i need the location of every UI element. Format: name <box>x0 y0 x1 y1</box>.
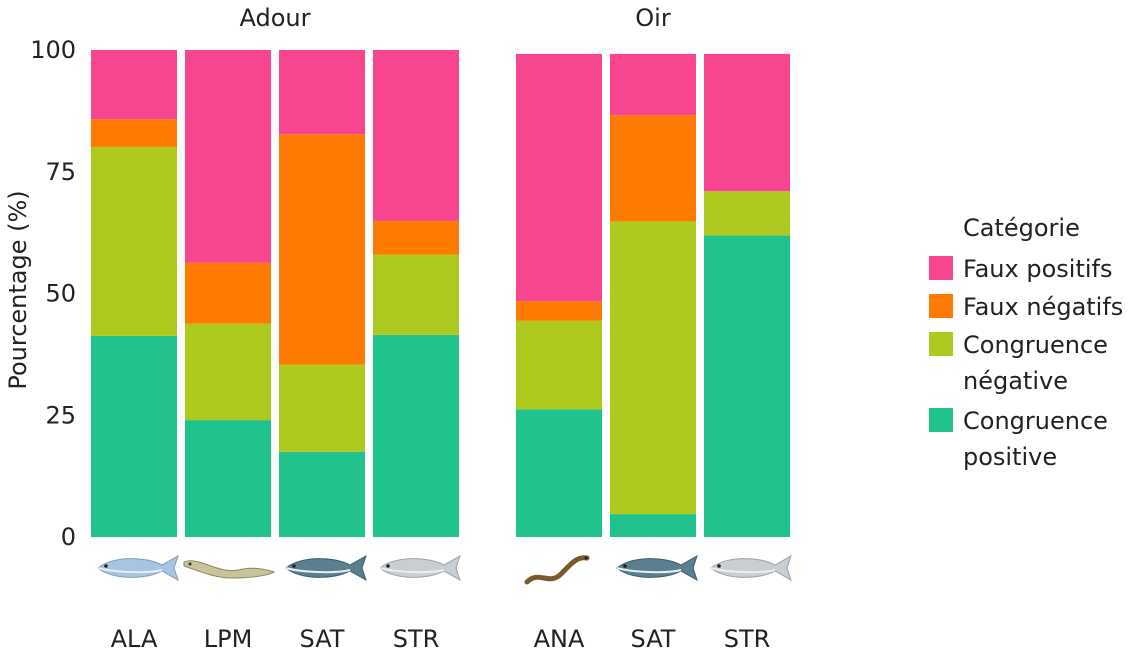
legend-label-cn: négative <box>963 367 1068 395</box>
x-tick-label: STR <box>393 625 440 651</box>
bar-segment-fp <box>704 53 790 192</box>
bar-segment-cp <box>516 409 602 537</box>
legend-swatch-fp <box>929 256 953 280</box>
legend-label-cp: Congruence <box>963 407 1108 435</box>
x-tick-label: SAT <box>300 625 345 651</box>
bar-segment-cp <box>279 451 365 537</box>
bar-segment-fp <box>373 50 459 221</box>
legend-swatch-cp <box>929 408 953 432</box>
legend-swatch-fn <box>929 294 953 318</box>
bar-segment-fp <box>279 50 365 135</box>
bar-segment-fn <box>91 119 177 147</box>
bar-segment-fn <box>516 301 602 321</box>
bar-segment-fp <box>185 50 271 263</box>
y-axis-label: Pourcentage (%) <box>4 190 32 389</box>
bar-segment-cp <box>185 420 271 537</box>
x-tick-label: ANA <box>534 625 585 651</box>
bar-segment-cp <box>373 334 459 537</box>
lamprey-icon <box>183 560 276 579</box>
eel-icon <box>524 555 590 585</box>
bar-segment-fn <box>610 115 696 222</box>
salmon-icon <box>285 554 367 582</box>
bar-segment-fp <box>91 50 177 120</box>
y-tick-label: 100 <box>30 36 76 64</box>
bar-segment-fn <box>373 220 459 255</box>
x-tick-label: LPM <box>204 625 253 651</box>
bar-segment-cn <box>279 364 365 452</box>
bar-segment-fp <box>516 53 602 302</box>
y-tick-label: 50 <box>45 280 76 308</box>
y-tick-label: 75 <box>45 158 76 186</box>
panel-title: Oir <box>635 4 671 32</box>
panel-title: Adour <box>240 4 311 32</box>
shad-fish-icon <box>97 554 179 582</box>
bar-segment-cn <box>704 191 790 236</box>
legend-label-cn: Congruence <box>963 331 1108 359</box>
bar-segment-cn <box>516 320 602 410</box>
trout-icon <box>710 554 792 582</box>
y-tick-label: 25 <box>45 401 76 429</box>
legend-title: Catégorie <box>963 214 1080 242</box>
bar-segment-cp <box>91 335 177 537</box>
legend-label-fn: Faux négatifs <box>963 293 1123 321</box>
y-tick-label: 0 <box>61 523 76 551</box>
bar-segment-fn <box>279 134 365 365</box>
bar-segment-cn <box>91 146 177 336</box>
y-axis: 0 25 50 75 100 <box>30 36 76 551</box>
bars <box>91 50 790 537</box>
bar-segment-cn <box>610 221 696 515</box>
legend-label-cp: positive <box>963 443 1057 471</box>
legend-label-fp: Faux positifs <box>963 255 1112 283</box>
legend: Catégorie Faux positifs Faux négatifs Congr… <box>929 214 1123 471</box>
x-tick-label: ALA <box>111 625 158 651</box>
trout-icon <box>379 554 461 582</box>
bar-segment-cp <box>610 514 696 537</box>
bar-segment-cn <box>373 254 459 335</box>
x-tick-label: STR <box>724 625 771 651</box>
category-labels: Adour ALA LPM SAT STR Oir ANA SAT STR <box>111 4 771 651</box>
x-tick-label: SAT <box>631 625 676 651</box>
bar-segment-fn <box>185 262 271 324</box>
bar-segment-cn <box>185 323 271 421</box>
bar-segment-cp <box>704 235 790 537</box>
salmon-icon <box>616 554 698 582</box>
bar-segment-fp <box>610 53 696 116</box>
legend-swatch-cn <box>929 332 953 356</box>
species-icons <box>97 554 792 585</box>
